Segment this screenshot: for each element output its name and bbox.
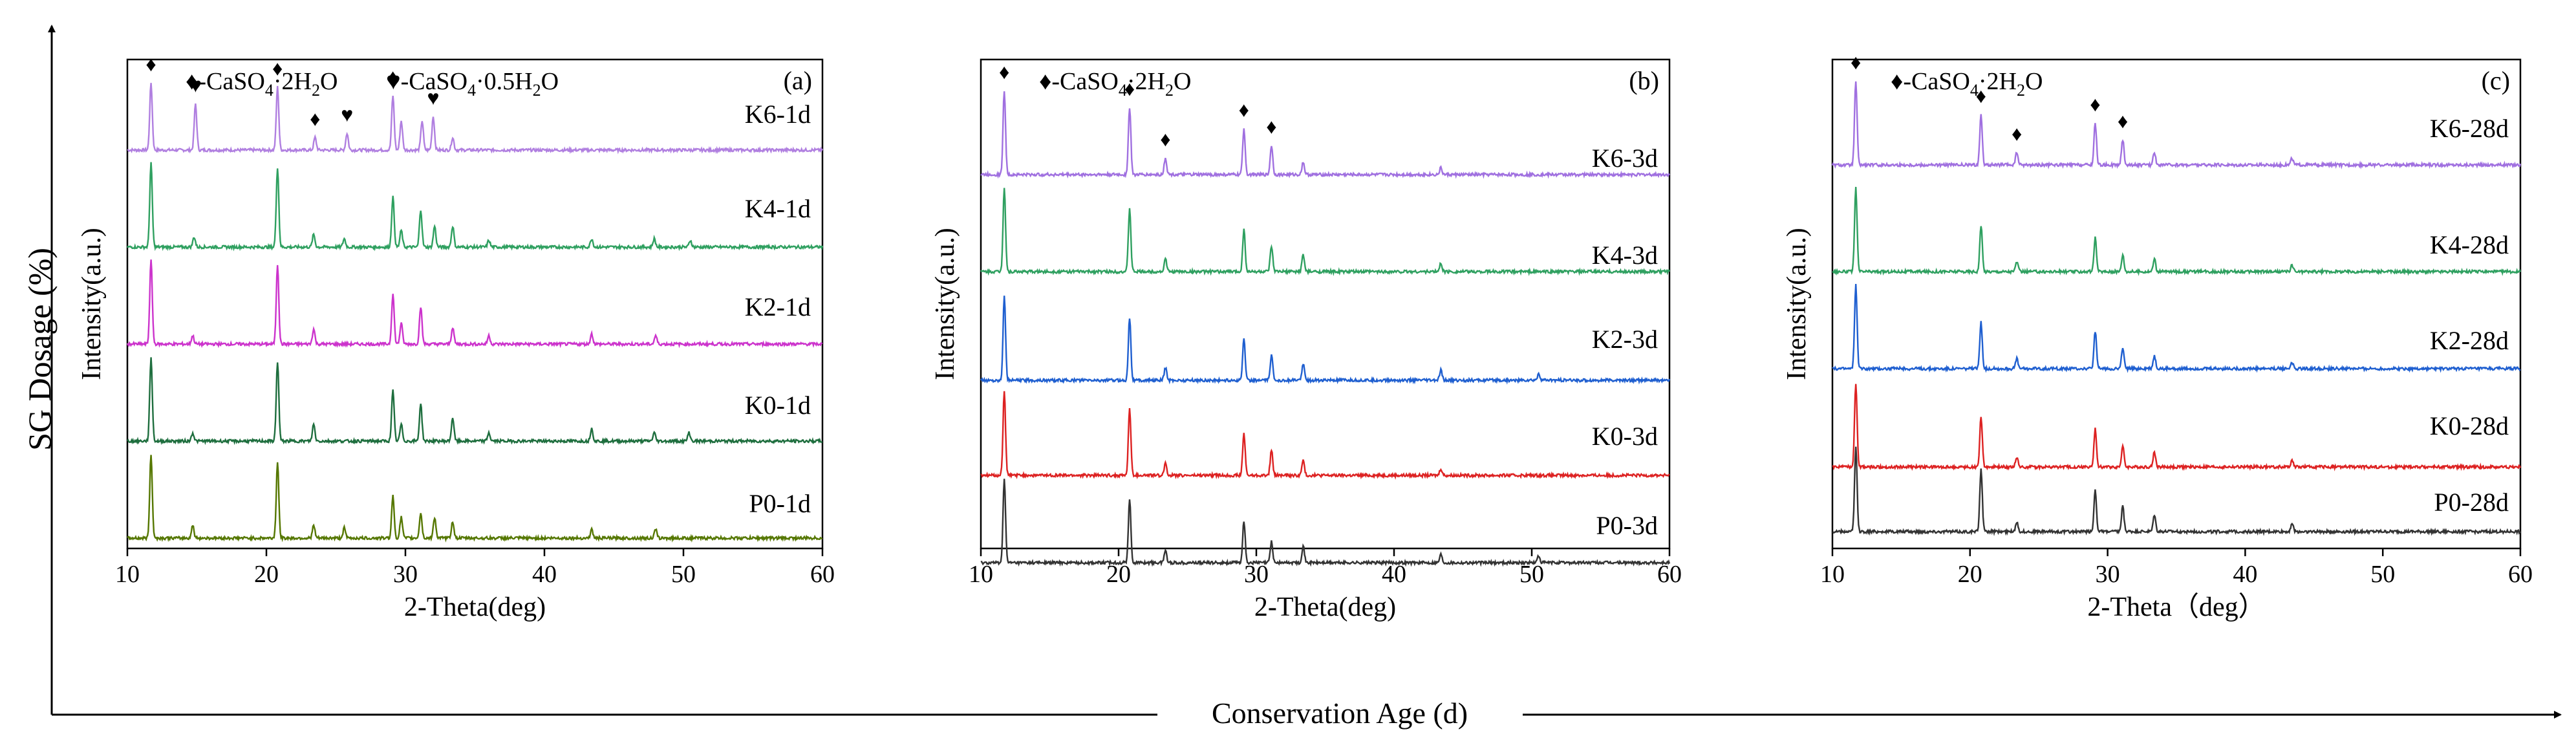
x-tick-label: 60 (1657, 561, 1682, 588)
trace-label-P0-28d: P0-28d (2434, 488, 2509, 517)
legend-entry: ♦-CaSO4·2H2O (1039, 68, 1191, 100)
dihydrate-marker: ♦ (1160, 127, 1170, 151)
hemihydrate-marker: ♥ (427, 86, 440, 109)
xrd-trace-K0-3d (980, 391, 1670, 480)
xrd-trace-K0-1d (127, 357, 823, 446)
xrd-trace-K4-1d (126, 162, 824, 252)
xrd-trace-P0-1d (127, 455, 823, 543)
trace-label-K4-28d: K4-28d (2430, 230, 2509, 259)
x-tick-label: 10 (115, 561, 140, 588)
panel-label: (c) (2482, 66, 2510, 95)
dihydrate-marker: ♦ (2118, 109, 2128, 133)
trace-label-K6-3d: K6-3d (1592, 144, 1658, 173)
x-axis-label: 2-Theta（deg） (2087, 592, 2265, 622)
sg-dosage-label: SG Dosage (%) (21, 248, 58, 451)
x-tick-label: 10 (1820, 561, 1845, 588)
xrd-trace-K4-28d (1832, 186, 2522, 276)
trace-label-K4-3d: K4-3d (1592, 241, 1658, 270)
panel-label: (b) (1629, 66, 1659, 95)
panel-label: (a) (784, 66, 812, 95)
trace-label-P0-3d: P0-3d (1596, 511, 1658, 540)
x-tick-label: 30 (1244, 561, 1269, 588)
x-tick-label: 20 (254, 561, 279, 588)
panels-layer: 10 20 30 40 50 60 2-Theta(deg) Intensity(a.u.) (… (77, 50, 2533, 622)
plot-frame (126, 58, 824, 550)
panel-3: 10 20 30 40 50 60 2-Theta（deg） Intensity(a.u.) (… (1782, 50, 2533, 622)
xrd-trace-P0-3d (980, 479, 1671, 567)
trace-label-K2-1d: K2-1d (745, 292, 811, 321)
dihydrate-marker: ♦ (272, 57, 283, 80)
xrd-trace-K0-28d (1832, 384, 2522, 471)
trace-label-K0-3d: K0-3d (1592, 422, 1658, 451)
trace-label-K0-28d: K0-28d (2430, 411, 2509, 440)
dihydrate-marker: ♦ (2012, 122, 2022, 146)
x-tick-label: 20 (1958, 561, 1982, 588)
panel-2: 10 20 30 40 50 602-Theta(deg)Intensity(a.u.)(… (930, 58, 1682, 622)
xrd-trace-K2-28d (1832, 284, 2521, 373)
plot-frame (1831, 58, 2522, 550)
x-tick-label: 50 (1519, 561, 1544, 588)
trace-label-K6-1d: K6-1d (745, 100, 811, 129)
conservation-age-label: Conservation Age (d) (1212, 697, 1468, 730)
x-tick-label: 50 (2370, 561, 2395, 588)
x-tick-label: 30 (393, 561, 418, 588)
dihydrate-marker: ♦ (310, 107, 320, 131)
x-tick-label: 50 (671, 561, 696, 588)
xrd-trace-K4-3d (980, 188, 1671, 276)
trace-label-K6-28d: K6-28d (2430, 114, 2509, 143)
x-tick-label: 10 (969, 561, 993, 588)
y-axis-label: Intensity(a.u.) (930, 228, 960, 380)
x-tick-label: 60 (810, 561, 835, 588)
dihydrate-marker: ♦ (387, 65, 398, 89)
xrd-trace-K6-3d (980, 91, 1670, 179)
dihydrate-marker: ♦ (1239, 98, 1249, 122)
legend-entry: ♥-CaSO4·0.5H2O (386, 68, 559, 100)
dihydrate-marker: ♦ (145, 52, 156, 76)
xrd-trace-K2-1d (126, 259, 823, 349)
xrd-trace-P0-28d (1832, 446, 2522, 536)
trace-label-K2-3d: K2-3d (1592, 325, 1658, 354)
dihydrate-marker: ♦ (1124, 77, 1135, 100)
x-tick-label: 40 (532, 561, 557, 588)
legend-entry: ♦-CaSO4·2H2O (1891, 68, 2043, 100)
xrd-trace-K6-1d (127, 83, 824, 155)
y-axis-label: Intensity(a.u.) (77, 228, 107, 380)
dihydrate-marker: ♦ (2090, 92, 2100, 116)
trace-label-K4-1d: K4-1d (745, 194, 811, 223)
y-axis-label: Intensity(a.u.) (1782, 228, 1812, 380)
panel-1: 10 20 30 40 50 60 2-Theta(deg) Intensity(a.u.) (… (77, 52, 835, 622)
x-axis-label: 2-Theta(deg) (1254, 592, 1396, 622)
hemihydrate-marker: ♥ (189, 74, 202, 97)
xrd-trace-K6-28d (1831, 81, 2522, 169)
x-tick-label: 20 (1106, 561, 1131, 588)
trace-label-K2-28d: K2-28d (2430, 326, 2509, 355)
x-tick-label: 30 (2096, 561, 2120, 588)
legend-entry: ♦-CaSO4·2H2O (186, 68, 338, 100)
hemihydrate-marker: ♥ (341, 103, 353, 126)
plot-frame (980, 58, 1671, 550)
dihydrate-marker: ♦ (1976, 84, 1986, 107)
x-tick-label: 40 (2233, 561, 2257, 588)
dihydrate-marker: ♦ (999, 60, 1009, 83)
trace-label-K0-1d: K0-1d (745, 391, 811, 420)
x-axis-label: 2-Theta(deg) (404, 592, 546, 622)
x-tick-label: 60 (2508, 561, 2533, 588)
xrd-trace-K2-3d (980, 296, 1671, 385)
trace-label-P0-1d: P0-1d (749, 489, 811, 518)
dihydrate-marker: ♦ (1851, 50, 1861, 74)
dihydrate-marker: ♦ (1266, 115, 1276, 138)
